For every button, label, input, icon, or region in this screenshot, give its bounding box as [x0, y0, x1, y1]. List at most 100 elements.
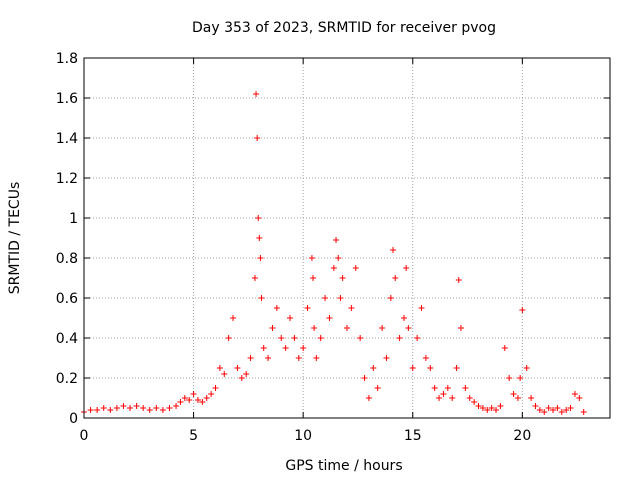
data-point [357, 335, 364, 341]
data-point [243, 371, 250, 377]
data-point [146, 407, 153, 413]
data-point [403, 265, 410, 271]
x-tick-label: 5 [189, 428, 198, 444]
data-point [254, 135, 261, 141]
data-point [409, 365, 416, 371]
data-point [488, 405, 495, 411]
data-point [580, 409, 587, 415]
data-point [510, 391, 517, 397]
data-point [337, 295, 344, 301]
data-point [519, 307, 526, 313]
data-point [238, 375, 245, 381]
data-point [462, 385, 469, 391]
data-point [265, 355, 272, 361]
data-point [133, 403, 140, 409]
y-tick-label: 0.2 [56, 371, 78, 387]
data-point [310, 275, 317, 281]
data-point [159, 407, 166, 413]
data-point [253, 91, 260, 97]
data-point [181, 395, 188, 401]
data-point [387, 295, 394, 301]
data-point [444, 385, 451, 391]
data-point [333, 237, 340, 243]
data-point [221, 371, 228, 377]
data-point [567, 405, 574, 411]
data-point [326, 315, 333, 321]
y-tick-label: 1.4 [56, 131, 78, 147]
data-point [311, 325, 318, 331]
data-point [361, 375, 368, 381]
data-point [427, 365, 434, 371]
data-point [532, 403, 539, 409]
data-point [390, 247, 397, 253]
data-point [405, 325, 412, 331]
data-point [497, 403, 504, 409]
data-point [225, 335, 232, 341]
data-point [247, 355, 254, 361]
axis-ticks: 0 0.2 0.4 0.6 0.8 1 1.2 1.4 1.6 1.8 0 5 10 15 20 [56, 51, 610, 444]
y-tick-label: 0 [69, 411, 78, 427]
data-point [127, 405, 134, 411]
data-point [208, 391, 215, 397]
data-point [107, 407, 114, 413]
data-point [453, 365, 460, 371]
data-point [339, 275, 346, 281]
data-point [282, 345, 289, 351]
data-point [234, 365, 241, 371]
x-tick-label: 0 [80, 428, 89, 444]
data-point [199, 399, 206, 405]
data-point [344, 325, 350, 331]
data-point [493, 407, 500, 413]
data-point [396, 335, 403, 341]
data-point [335, 255, 342, 261]
data-point [541, 409, 548, 415]
data-point [466, 395, 473, 401]
y-tick-label: 1 [69, 211, 78, 227]
data-point [558, 409, 565, 415]
data-point [140, 405, 147, 411]
data-point [120, 403, 127, 409]
data-point [258, 295, 265, 301]
data-point [436, 395, 443, 401]
data-point [392, 275, 399, 281]
y-axis-label: SRMTID / TECUs [7, 182, 23, 295]
data-point [260, 345, 267, 351]
data-point [287, 315, 294, 321]
data-point [550, 407, 557, 413]
data-point [251, 275, 258, 281]
data-point [449, 395, 456, 401]
y-tick-label: 1.6 [56, 91, 78, 107]
data-point [256, 235, 263, 241]
data-point [514, 395, 521, 401]
data-point [517, 375, 524, 381]
data-point [194, 397, 201, 403]
y-tick-label: 0.6 [56, 291, 78, 307]
data-point [317, 335, 324, 341]
data-point [365, 395, 372, 401]
data-point [94, 407, 101, 413]
y-tick-label: 1.2 [56, 171, 78, 187]
data-point [300, 345, 307, 351]
data-point [370, 365, 377, 371]
data-point [400, 315, 407, 321]
data-point [348, 305, 355, 311]
data-point [576, 395, 583, 401]
data-point [554, 405, 561, 411]
data-point [536, 407, 543, 413]
data-point [484, 407, 491, 413]
data-point [330, 265, 337, 271]
data-point [230, 315, 237, 321]
data-point [216, 365, 223, 371]
y-tick-label: 0.8 [56, 251, 78, 267]
data-point [418, 305, 425, 311]
data-point [422, 355, 429, 361]
data-point [313, 355, 320, 361]
data-point [153, 405, 160, 411]
data-point [571, 391, 578, 397]
data-point [455, 277, 462, 283]
x-tick-label: 10 [294, 428, 312, 444]
x-axis-label: GPS time / hours [285, 458, 402, 474]
data-point [203, 395, 210, 401]
